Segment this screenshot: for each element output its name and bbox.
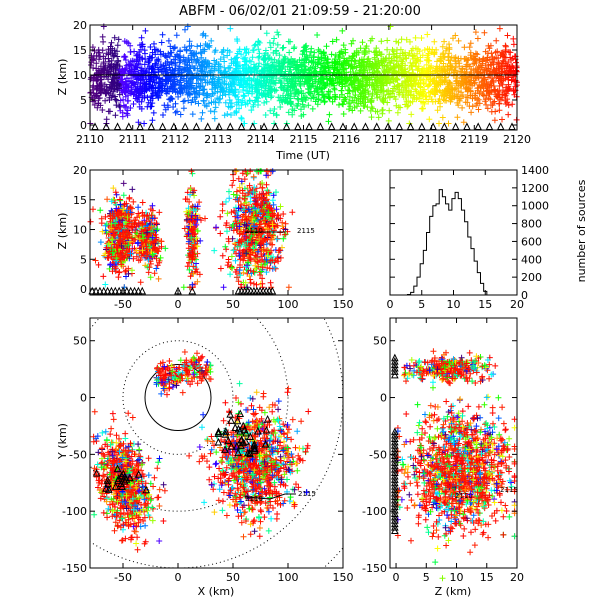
panel-time-height-x-tick-label: 2120 bbox=[503, 133, 531, 146]
panel-plan-view-y-tick-label: -50 bbox=[69, 448, 87, 461]
panel-x-z-y-tick-label: 15 bbox=[73, 194, 87, 207]
panel-plan-view-y-ticks: -150 -100 -50 0 50 bbox=[62, 335, 343, 575]
panel-plan-view-y-tick-label: 0 bbox=[80, 392, 87, 405]
panel-height-histogram-x-tick-label: 0 bbox=[387, 298, 394, 311]
panel-time-height-x-tick-label: 2110 bbox=[76, 133, 104, 146]
panel-height-histogram-line bbox=[406, 189, 488, 296]
panel-z-y-points bbox=[394, 348, 518, 582]
panel-time-height-x-ticks: 2110 2111 2112 2113 2114 2115 2116 2117 2118 2119… bbox=[76, 25, 531, 146]
panel-time-height-x-tick-label: 2118 bbox=[418, 133, 446, 146]
panel-plan-view-x-tick-label: -50 bbox=[114, 571, 132, 584]
panel-z-y-y-tick-label: -150 bbox=[362, 562, 387, 575]
panel-z-y-y-ticks: -150 -100 -50 0 50 bbox=[362, 335, 517, 575]
panel-plan-view-track-line bbox=[244, 493, 296, 500]
panel-x-z-y-tick-label: 0 bbox=[80, 283, 87, 296]
panel-z-y-x-tick-label: 0 bbox=[393, 571, 400, 584]
panel-x-z-frame bbox=[89, 169, 344, 296]
panel-x-z-y-tick-label: 5 bbox=[80, 253, 87, 266]
panel-time-height-x-label: Time (UT) bbox=[275, 149, 330, 162]
panel-time-height-y-tick-label: 10 bbox=[73, 69, 87, 82]
panel-plan-view-x-tick-label: 0 bbox=[175, 571, 182, 584]
panel-z-y-stations bbox=[391, 353, 399, 534]
panel-z-y: 2110 2115 0 5 10 15 20 -150 -100 -50 0 50 Z (km) bbox=[362, 317, 524, 598]
panel-z-y-annotation-end: 2115 bbox=[500, 486, 518, 494]
panel-time-height-x-tick-label: 2114 bbox=[247, 133, 275, 146]
panel-time-height-x-tick-label: 2117 bbox=[375, 133, 403, 146]
panel-height-histogram-y-tick-label: 1200 bbox=[521, 182, 549, 195]
panel-x-z-y-label: Z (km) bbox=[56, 213, 69, 250]
panel-z-y-y-tick-label: -50 bbox=[369, 448, 387, 461]
panel-x-z-points bbox=[87, 168, 296, 291]
panel-time-height-x-tick-label: 2112 bbox=[161, 133, 189, 146]
panel-z-y-x-tick-label: 20 bbox=[510, 571, 524, 584]
panel-time-height-x-tick-label: 2116 bbox=[332, 133, 360, 146]
panel-plan-view-x-tick-label: 150 bbox=[333, 571, 354, 584]
panel-height-histogram-y-tick-label: 1400 bbox=[521, 164, 549, 177]
panel-plan-view-points bbox=[90, 349, 312, 553]
figure-title: ABFM - 06/02/01 21:09:59 - 21:20:00 bbox=[179, 4, 421, 19]
panel-height-histogram-y-tick-label: 400 bbox=[521, 253, 542, 266]
panel-x-z-x-tick-label: -50 bbox=[114, 298, 132, 311]
panel-plan-view-y-tick-label: -100 bbox=[62, 505, 87, 518]
panel-time-height-y-label: Z (km) bbox=[56, 59, 69, 96]
panel-z-y-y-tick-label: 50 bbox=[373, 335, 387, 348]
panel-height-histogram: 0 5 10 15 20 0 200 400 600 800 1000 1200 1400 numbe… bbox=[387, 164, 589, 311]
panel-x-z-annotation-end: 2115 bbox=[297, 227, 315, 235]
panel-z-y-x-ticks: 0 5 10 15 20 bbox=[393, 318, 524, 584]
panel-x-z-annotation-start: 2110 bbox=[245, 227, 263, 235]
panel-height-histogram-y-tick-label: 200 bbox=[521, 271, 542, 284]
panel-height-histogram-y-tick-label: 800 bbox=[521, 218, 542, 231]
panel-x-z-x-tick-label: 100 bbox=[278, 298, 299, 311]
panel-x-z-x-tick-label: 50 bbox=[226, 298, 240, 311]
panel-z-y-x-tick-label: 5 bbox=[423, 571, 430, 584]
panel-x-z: 2110 2115 -50 0 50 100 150 0 5 10 15 20 Z (km) bbox=[56, 164, 354, 311]
panel-time-height-y-tick-label: 15 bbox=[73, 44, 87, 57]
panel-x-z-x-tick-label: 150 bbox=[333, 298, 354, 311]
panel-z-y-annotation-start: 2110 bbox=[455, 492, 473, 500]
panel-plan-view-frame bbox=[89, 317, 344, 569]
panel-height-histogram-x-tick-label: 15 bbox=[478, 298, 492, 311]
panel-time-height-y-tick-label: 20 bbox=[73, 19, 87, 32]
panel-x-z-y-ticks: 0 5 10 15 20 bbox=[73, 164, 343, 296]
panel-height-histogram-x-tick-label: 20 bbox=[510, 298, 524, 311]
panel-x-z-stations bbox=[88, 286, 277, 295]
panel-x-z-x-tick-label: 0 bbox=[175, 298, 182, 311]
panel-plan-view-y-tick-label: -150 bbox=[62, 562, 87, 575]
panel-plan-view-x-label: X (km) bbox=[198, 585, 235, 598]
panel-x-z-x-ticks: -50 0 50 100 150 bbox=[114, 170, 354, 311]
panel-z-y-y-tick-label: -100 bbox=[362, 505, 387, 518]
panel-height-histogram-x-tick-label: 10 bbox=[447, 298, 461, 311]
panel-plan-view-x-ticks: -50 0 50 100 150 bbox=[114, 318, 354, 584]
panel-plan-view-x-tick-label: 100 bbox=[278, 571, 299, 584]
panel-z-y-y-tick-label: 0 bbox=[380, 392, 387, 405]
panel-x-z-y-tick-label: 20 bbox=[73, 164, 87, 177]
panel-height-histogram-y-ticks: 0 200 400 600 800 1000 1200 1400 bbox=[390, 164, 549, 302]
panel-plan-view-x-tick-label: 50 bbox=[226, 571, 240, 584]
panel-z-y-frame bbox=[389, 317, 518, 569]
panel-plan-view-annotation-start: 2110 bbox=[245, 495, 263, 503]
panel-height-histogram-y-label: number of sources bbox=[575, 179, 588, 282]
panel-plan-view-annotation-end: 2115 bbox=[298, 490, 316, 498]
panel-time-height: 2110 2111 2112 2113 2114 2115 2116 2117 2118 2119… bbox=[56, 19, 531, 162]
panel-height-histogram-x-tick-label: 5 bbox=[418, 298, 425, 311]
panel-time-height-x-tick-label: 2119 bbox=[460, 133, 488, 146]
panel-plan-view: 2110 2115 -50 0 50 100 150 -150 -100 -50 0 50 X … bbox=[56, 317, 354, 598]
panel-height-histogram-x-ticks: 0 5 10 15 20 bbox=[387, 170, 524, 311]
panel-z-y-x-label: Z (km) bbox=[435, 585, 472, 598]
panel-x-z-y-tick-label: 10 bbox=[73, 224, 87, 237]
panel-time-height-y-ticks: 0 5 10 15 20 bbox=[73, 19, 517, 132]
panel-height-histogram-y-tick-label: 600 bbox=[521, 235, 542, 248]
panel-height-histogram-y-tick-label: 1000 bbox=[521, 200, 549, 213]
panel-time-height-y-tick-label: 0 bbox=[80, 119, 87, 132]
panel-plan-view-y-label: Y (km) bbox=[56, 423, 69, 460]
panel-height-histogram-y-tick-label: 0 bbox=[521, 289, 528, 302]
panel-plan-view-y-tick-label: 50 bbox=[73, 335, 87, 348]
panel-time-height-x-tick-label: 2115 bbox=[290, 133, 318, 146]
panel-time-height-x-tick-label: 2113 bbox=[204, 133, 232, 146]
panel-time-height-x-tick-label: 2111 bbox=[119, 133, 147, 146]
panel-z-y-x-tick-label: 10 bbox=[450, 571, 464, 584]
panel-z-y-x-tick-label: 15 bbox=[480, 571, 494, 584]
panel-time-height-y-tick-label: 5 bbox=[80, 94, 87, 107]
